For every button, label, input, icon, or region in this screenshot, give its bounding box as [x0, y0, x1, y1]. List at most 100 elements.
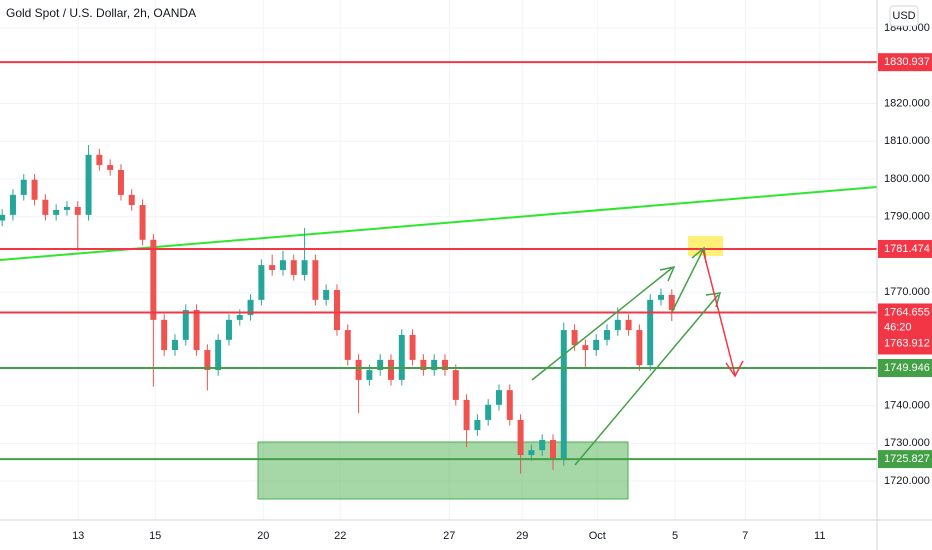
candle-body [63, 206, 70, 210]
candle-body [528, 450, 535, 456]
y-tick-label: 1820.000 [884, 97, 930, 109]
x-tick-label: 22 [334, 530, 346, 542]
candle-body [560, 330, 567, 460]
down-arrow [702, 249, 736, 376]
x-tick-label: 20 [257, 530, 269, 542]
arrow-head [705, 292, 722, 308]
y-tick-label: 1800.000 [884, 173, 930, 185]
candle-body [636, 330, 643, 366]
candle-body [387, 359, 394, 380]
candle-body [247, 299, 254, 315]
level-label: 1749.946 [884, 362, 930, 374]
candle-body [85, 154, 92, 215]
candle-body [9, 194, 16, 215]
x-tick-label: 27 [443, 530, 455, 542]
arrow-head [725, 360, 744, 378]
candle-body [117, 169, 124, 195]
candle-body [366, 370, 373, 380]
candle-body [506, 390, 513, 420]
y-tick-label: 1720.000 [884, 475, 930, 487]
y-tick-label: 1810.000 [884, 135, 930, 147]
candle-body [269, 265, 276, 271]
candles [0, 145, 675, 474]
candle-body [225, 319, 232, 340]
currency-button[interactable] [889, 5, 919, 27]
candle-body [42, 199, 49, 215]
price-label-box [878, 53, 932, 72]
currency-label[interactable]: USD [892, 10, 915, 22]
last-price: 1763.912 [884, 337, 930, 349]
candle-body [53, 209, 60, 215]
candle-body [647, 299, 654, 366]
candle-body [193, 310, 200, 351]
symbol-title: Gold Spot / U.S. Dollar, 2h, OANDA [6, 6, 196, 20]
level-label: 1830.937 [884, 56, 930, 68]
price-label-box [878, 303, 932, 355]
candle-body [420, 359, 427, 371]
channel-line [574, 294, 719, 466]
candle-body [344, 330, 351, 360]
candle-body [0, 214, 6, 221]
y-tick-label: 1770.000 [884, 286, 930, 298]
demand-zone [257, 441, 629, 500]
candle-body [668, 294, 675, 311]
x-tick-label: Oct [589, 530, 606, 542]
candle-body [474, 419, 481, 431]
x-tick-label: 15 [149, 530, 161, 542]
price-label-box [878, 239, 932, 258]
arrow-head [659, 265, 676, 282]
candle-body [377, 359, 384, 371]
y-tick-label: 1730.000 [884, 437, 930, 449]
candle-body [593, 339, 600, 351]
candle-body [441, 359, 448, 371]
x-tick-label: 13 [72, 530, 84, 542]
candle-body [128, 194, 135, 206]
level-label: 1764.655 [884, 306, 930, 318]
candle-body [657, 294, 664, 300]
candle-body [107, 165, 114, 170]
candle-body [495, 390, 502, 405]
trend-line [0, 186, 878, 261]
candle-body [539, 439, 546, 451]
x-tick-label: 11 [814, 530, 825, 542]
price-label-box [878, 359, 932, 378]
candle-body [96, 154, 103, 166]
channel-line [531, 267, 673, 381]
candle-body [355, 359, 362, 380]
candle-body [463, 399, 470, 431]
candle-body [301, 260, 308, 275]
candle-body [182, 310, 189, 340]
candle-body [452, 370, 459, 400]
x-tick-label: 29 [516, 530, 528, 542]
candle-body [625, 319, 632, 331]
target-box [688, 236, 723, 256]
candle-body [150, 239, 157, 320]
y-tick-label: 1790.000 [884, 211, 930, 223]
axes: 1720.000 1730.000 1740.000 1770.000 1790.000… [72, 22, 932, 542]
up-arrow [671, 249, 704, 313]
candle-body [215, 339, 222, 371]
x-tick-label: 5 [672, 530, 678, 542]
candle-body [614, 319, 621, 331]
candle-body [20, 179, 27, 195]
candle-body [236, 314, 243, 320]
price-label-box [878, 450, 932, 469]
candle-body [139, 205, 146, 240]
candle-body [204, 350, 211, 371]
candle-body [549, 439, 556, 460]
candle-body [431, 359, 438, 371]
candle-body [409, 334, 416, 360]
candle-body [582, 345, 589, 351]
levels [0, 61, 877, 461]
candle-body [603, 330, 610, 340]
candle-body [290, 260, 297, 275]
candle-body [312, 260, 319, 300]
countdown: 46:20 [884, 321, 912, 333]
x-tick-label: 7 [742, 530, 748, 542]
level-label: 1781.474 [884, 243, 930, 255]
candle-body [31, 179, 38, 200]
candle-body [161, 319, 168, 351]
candle-body [74, 206, 81, 215]
candle-body [323, 290, 330, 300]
